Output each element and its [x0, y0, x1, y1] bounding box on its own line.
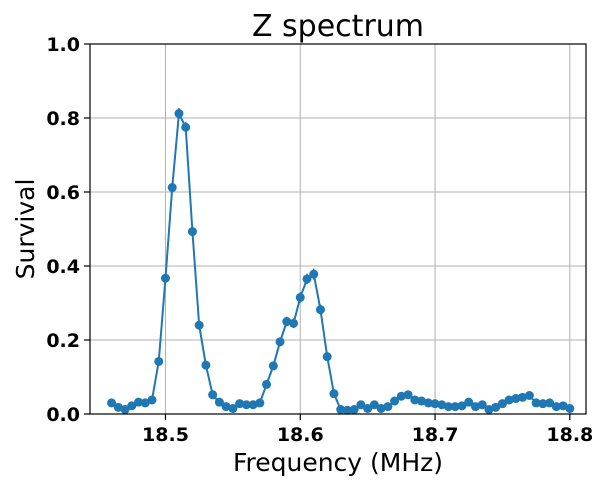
data-point — [228, 403, 238, 413]
data-point — [289, 318, 299, 328]
data-point — [187, 227, 197, 237]
data-point — [154, 356, 164, 366]
y-tick-label: 0.2 — [46, 330, 80, 352]
data-point — [295, 292, 305, 302]
data-point — [134, 397, 144, 407]
data-point — [491, 402, 501, 412]
y-tick-label: 1.0 — [46, 34, 80, 56]
data-point — [208, 390, 218, 400]
data-point — [275, 337, 285, 347]
data-point — [363, 403, 373, 413]
data-point — [403, 390, 413, 400]
data-point — [241, 400, 251, 410]
axis-ticks: 18.5 18.6 18.7 18.8 0.0 0.2 0.4 0.6 0.8 1.0 — [46, 34, 593, 446]
data-point — [524, 391, 534, 400]
data-point — [336, 405, 346, 415]
x-tick-label: 18.5 — [142, 424, 189, 446]
data-point — [538, 399, 548, 409]
y-tick-label: 0.4 — [46, 256, 80, 278]
series-z-spectrum — [107, 108, 575, 415]
data-point — [282, 317, 292, 326]
data-point — [309, 269, 319, 279]
data-point — [497, 399, 507, 409]
data-point — [221, 402, 231, 412]
data-point — [127, 401, 137, 411]
data-point — [383, 402, 393, 412]
data-point — [140, 398, 150, 408]
data-point — [349, 405, 359, 415]
plot-frame — [89, 43, 587, 415]
x-axis-label: Frequency (MHz) — [233, 448, 443, 477]
data-point — [174, 109, 184, 119]
data-point — [302, 274, 312, 284]
data-point — [504, 395, 514, 405]
data-point — [470, 402, 480, 412]
data-point — [423, 398, 433, 408]
data-point — [565, 403, 575, 413]
data-point — [322, 352, 332, 362]
data-point — [551, 402, 561, 412]
data-point — [329, 389, 339, 399]
data-point — [417, 396, 427, 406]
data-point — [410, 395, 420, 405]
y-tick-label: 0.8 — [46, 108, 80, 130]
x-tick-label: 18.6 — [277, 424, 324, 446]
data-point — [194, 320, 204, 330]
data-point — [160, 273, 170, 283]
y-tick-label: 0.6 — [46, 182, 80, 204]
data-point — [518, 392, 528, 402]
data-point — [545, 398, 555, 408]
data-point — [120, 405, 130, 415]
data-point — [214, 397, 224, 407]
series-line — [111, 109, 571, 412]
y-tick-label: 0.0 — [46, 404, 80, 426]
data-point — [511, 393, 521, 403]
x-tick-label: 18.7 — [412, 424, 459, 446]
y-axis-label: Survival — [11, 179, 40, 280]
data-point — [268, 361, 278, 371]
data-point — [342, 405, 352, 415]
data-point — [356, 400, 366, 410]
data-point — [396, 391, 406, 401]
data-point — [369, 400, 379, 410]
data-point — [450, 402, 460, 412]
data-point — [376, 403, 386, 413]
x-tick-label: 18.8 — [546, 424, 593, 446]
data-point — [107, 398, 117, 408]
data-point — [167, 183, 177, 193]
chart-title: Z spectrum — [252, 9, 424, 44]
data-point — [477, 400, 487, 410]
data-point — [147, 395, 157, 405]
data-point — [181, 122, 191, 132]
data-point — [457, 401, 467, 411]
data-point — [430, 399, 440, 409]
data-point — [390, 396, 400, 406]
data-point — [235, 399, 245, 409]
data-point — [437, 400, 447, 410]
data-point — [201, 360, 211, 370]
data-point — [464, 397, 474, 407]
data-point — [444, 402, 454, 412]
data-point — [262, 379, 272, 389]
data-point — [531, 398, 541, 408]
data-point — [255, 398, 265, 408]
grid — [90, 43, 586, 415]
data-point — [315, 305, 325, 315]
data-point — [558, 401, 568, 411]
data-point — [248, 400, 258, 410]
